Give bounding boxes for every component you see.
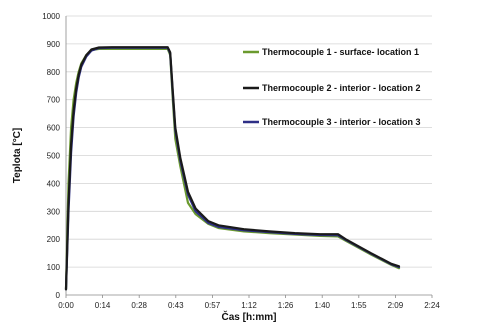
legend-label-2: Thermocouple 2 - interior - location 2: [262, 83, 421, 93]
y-tick-label: 900: [47, 40, 61, 49]
series-lines: [64, 46, 401, 291]
y-tick-label: 200: [47, 235, 61, 244]
y-tick-label: 800: [47, 68, 61, 77]
x-axis-title: Čas [h:mm]: [221, 310, 276, 322]
legend-label-1: Thermocouple 1 - surface- location 1: [262, 47, 419, 57]
x-tick-label: 0:57: [205, 301, 221, 310]
x-tick-label: 1:26: [278, 301, 294, 310]
series-line-2: [64, 46, 401, 291]
gridlines: [66, 15, 432, 268]
x-tick-label: 0:28: [131, 301, 147, 310]
y-tick-label: 700: [47, 96, 61, 105]
x-tick-label: 0:14: [95, 301, 111, 310]
y-tick-label: 600: [47, 124, 61, 133]
y-tick-labels: 0 100 200 300 400 500 600 700 800 900 1000: [42, 12, 60, 300]
x-tick-labels: 0:00 0:14 0:28 0:43 0:57 1:12 1:26 1:40 1:55 2:09…: [58, 301, 440, 310]
y-tick-label: 0: [56, 291, 61, 300]
legend: Thermocouple 1 - surface- location 1 Ther…: [243, 47, 421, 127]
x-tick-label: 1:40: [314, 301, 330, 310]
x-tick-label: 0:43: [168, 301, 184, 310]
y-tick-label: 300: [47, 207, 61, 216]
y-tick-label: 500: [47, 152, 61, 161]
y-axis-title: Teplota [°C]: [12, 128, 23, 183]
y-tick-label: 1000: [42, 12, 60, 21]
x-tick-label: 2:24: [424, 301, 440, 310]
legend-label-3: Thermocouple 3 - interior - location 3: [262, 117, 421, 127]
x-tick-label: 0:00: [58, 301, 74, 310]
y-tick-label: 400: [47, 179, 61, 188]
y-tick-label: 100: [47, 263, 61, 272]
x-tick-label: 1:12: [241, 301, 257, 310]
x-tick-label: 2:09: [388, 301, 404, 310]
x-tick-label: 1:55: [351, 301, 367, 310]
